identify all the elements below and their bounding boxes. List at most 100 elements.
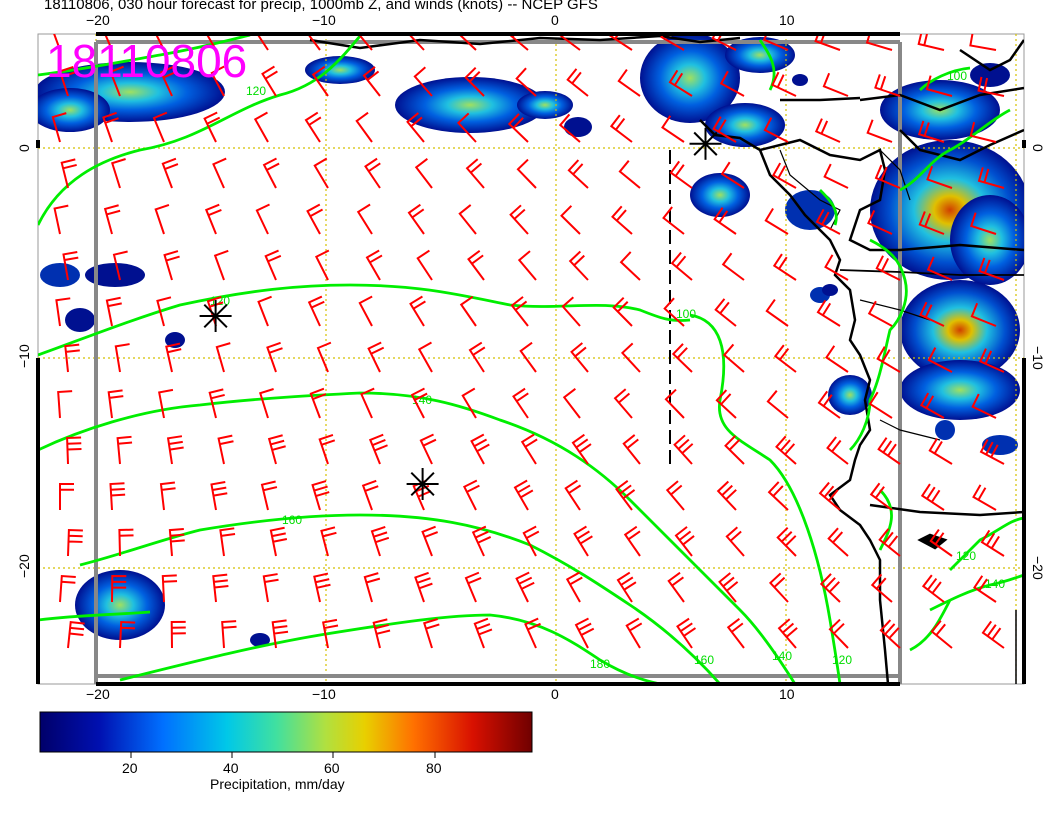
wind-barb <box>253 111 269 143</box>
colorbar-tick: 40 <box>223 760 239 776</box>
wind-barb <box>722 343 745 373</box>
wind-barb <box>67 528 83 557</box>
wind-barb <box>522 525 540 557</box>
wind-barb <box>865 34 893 51</box>
wind-barb <box>822 72 849 97</box>
wind-barb <box>118 528 134 557</box>
wind-barb <box>818 481 841 511</box>
wind-barb <box>926 165 953 189</box>
wind-barb <box>161 574 178 603</box>
wind-barb <box>473 617 493 649</box>
wind-barb <box>562 388 581 419</box>
wind-barb <box>457 34 477 51</box>
wind-barb <box>561 296 581 327</box>
star-marker-west <box>199 300 232 332</box>
wind-barb <box>423 618 440 649</box>
wind-barb <box>567 159 589 189</box>
wind-barb <box>458 204 477 235</box>
wind-barb <box>714 298 737 327</box>
wind-barb <box>671 343 693 373</box>
wind-barb <box>154 34 165 51</box>
wind-barb <box>726 618 745 649</box>
wind-barb <box>51 112 67 143</box>
wind-barb <box>414 571 433 603</box>
wind-barb <box>660 34 685 51</box>
wind-barb <box>112 250 128 281</box>
wind-barb <box>558 113 581 143</box>
wind-barb <box>59 483 74 510</box>
wind-barb <box>715 389 737 419</box>
wind-barb <box>927 347 953 373</box>
wind-barb <box>217 434 234 465</box>
colorbar-label: Precipitation, mm/day <box>210 776 345 792</box>
wind-barb <box>55 297 71 327</box>
wind-barb <box>920 483 945 511</box>
wind-barb <box>168 527 185 557</box>
wind-barb <box>154 203 170 235</box>
wind-barb <box>574 617 595 649</box>
wind-barb <box>978 348 1005 373</box>
wind-barb <box>105 296 122 327</box>
wind-barb <box>669 160 693 189</box>
wind-barb <box>507 113 529 143</box>
wind-barb <box>462 479 480 511</box>
wind-barbs <box>51 34 1005 649</box>
wind-barb <box>419 433 437 465</box>
wind-barb <box>771 162 797 189</box>
wind-barb <box>152 111 168 143</box>
wind-barb <box>972 484 997 511</box>
contour-label: 160 <box>282 513 302 527</box>
wind-barb <box>461 387 477 419</box>
wind-barb <box>215 342 231 373</box>
right-tick-label: −10 <box>1030 346 1046 370</box>
wind-barb <box>409 295 426 327</box>
wind-barb <box>102 111 119 143</box>
wind-barb <box>114 343 130 373</box>
wind-barb <box>971 393 997 419</box>
wind-barb <box>762 34 789 51</box>
wind-barb <box>111 158 126 189</box>
wind-barb <box>269 526 288 557</box>
wind-barb <box>571 433 592 465</box>
wind-barb <box>773 344 797 373</box>
wind-barb <box>970 302 997 327</box>
right-tick-labels: 0 −10 −20 <box>1030 144 1046 580</box>
wind-barb <box>104 34 113 51</box>
wind-barb <box>824 254 849 281</box>
wind-barb <box>510 296 529 327</box>
wind-barb <box>212 573 229 603</box>
wind-barb <box>767 481 789 511</box>
left-tick-label: 0 <box>16 144 32 152</box>
wind-barb <box>713 207 737 235</box>
wind-barb <box>612 296 633 327</box>
wind-barb <box>471 525 492 557</box>
wind-barb <box>817 390 841 419</box>
star-marker-coast <box>689 127 722 160</box>
top-tick-label: 10 <box>779 12 795 28</box>
wind-barb <box>262 573 279 603</box>
colorbar: 20 40 60 80 <box>39 711 533 776</box>
wind-barb <box>674 526 695 557</box>
wind-barb <box>763 117 789 143</box>
wind-barb <box>568 250 589 281</box>
wind-barb <box>516 158 537 189</box>
wind-barb <box>814 34 841 51</box>
wind-barb <box>979 438 1005 465</box>
wind-barb <box>611 205 633 235</box>
wind-barb <box>665 480 685 511</box>
wind-barb <box>517 250 537 281</box>
wind-barb <box>622 434 641 465</box>
wind-barb <box>407 203 425 235</box>
wind-barb <box>980 529 1005 557</box>
contour-label: 120 <box>832 653 852 667</box>
wind-barb <box>917 34 945 51</box>
wind-barb <box>158 388 174 419</box>
wind-barb <box>930 620 953 649</box>
wind-barb <box>969 121 997 143</box>
wind-barb <box>718 572 739 603</box>
wind-barb <box>170 620 186 649</box>
wind-barb <box>662 206 685 235</box>
wind-barb <box>316 341 332 373</box>
wind-barb <box>925 75 953 97</box>
